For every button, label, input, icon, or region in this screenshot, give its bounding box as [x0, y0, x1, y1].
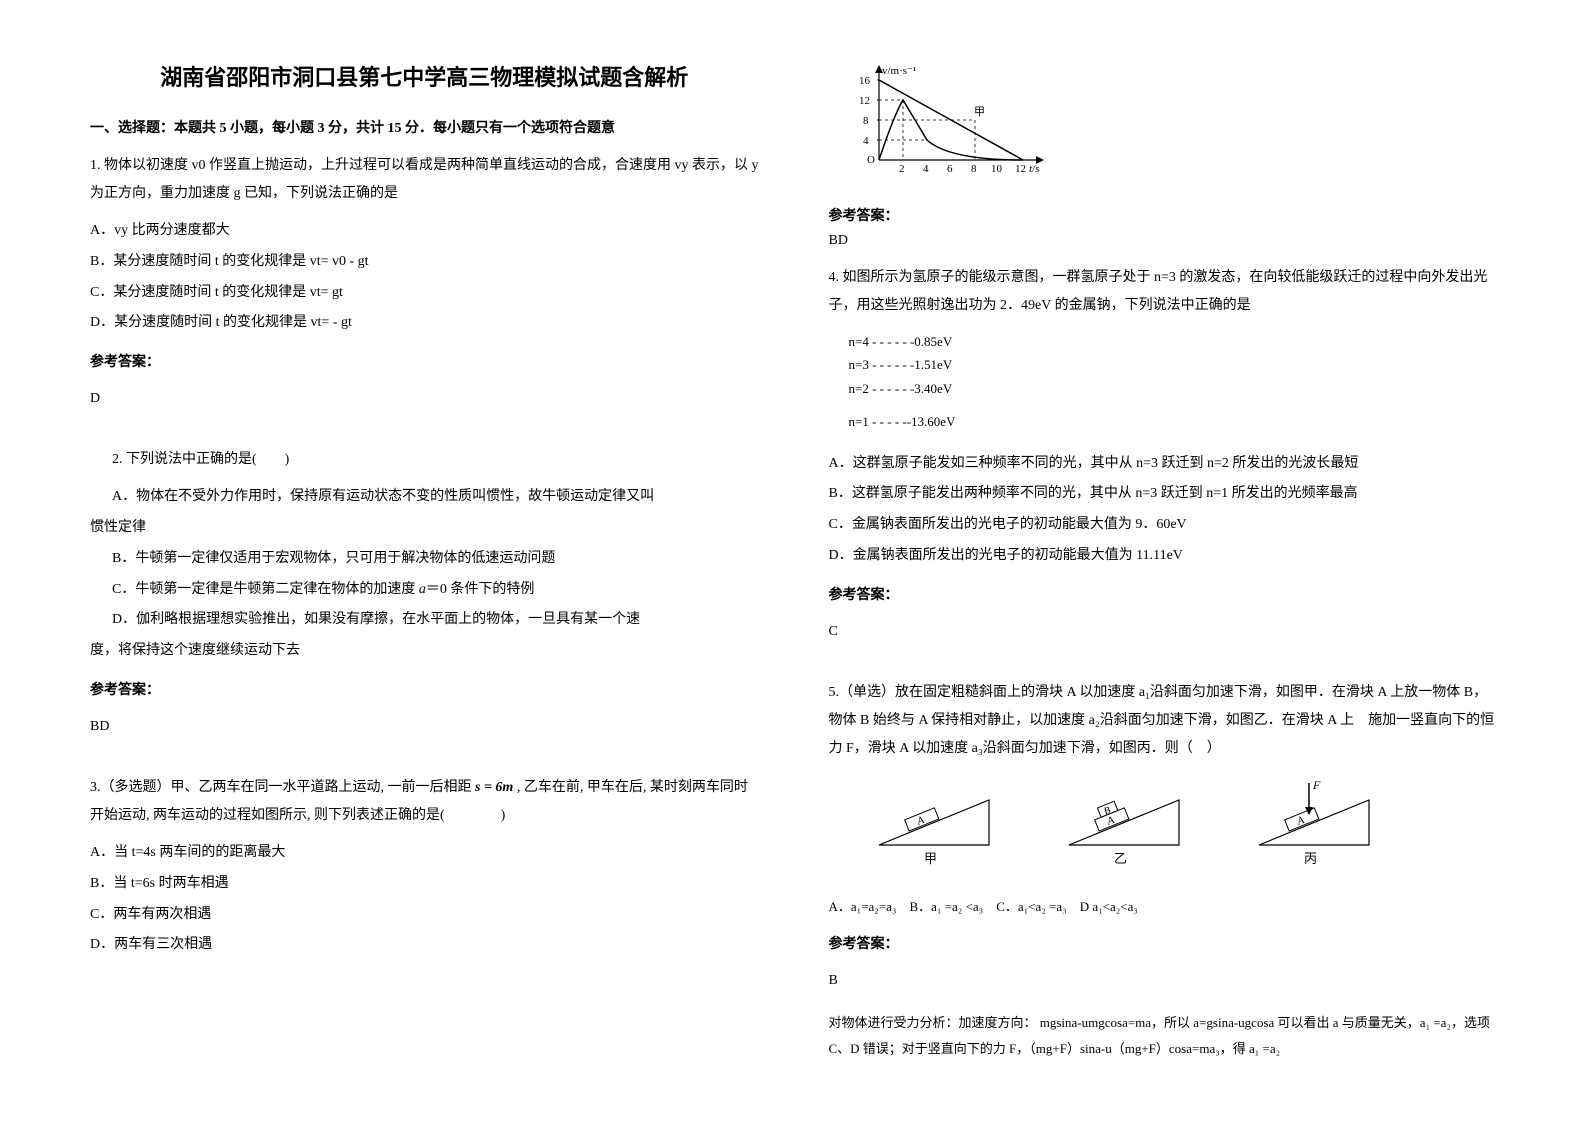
- q5-analysis: 对物体进行受力分析：加速度方向： mgsina-umgcosa=ma，所以 a=…: [829, 1010, 1498, 1062]
- q2-opt-a-1: A．物体在不受外力作用时，保持原有运动状态不变的性质叫惯性，故牛顿运动定律又叫: [90, 482, 759, 513]
- q4-opt-a: A．这群氢原子能发如三种频率不同的光，其中从 n=3 跃迁到 n=2 所发出的光…: [829, 449, 1498, 480]
- x-label: t/s: [1029, 163, 1039, 175]
- svg-text:O: O: [867, 154, 875, 166]
- q4-opt-c: C．金属钠表面所发出的光电子的初动能最大值为 9．60eV: [829, 510, 1498, 541]
- slope-svg: A 甲 A B 乙: [849, 775, 1409, 870]
- y-8: 8: [863, 115, 869, 127]
- q2-optc-a: a: [419, 582, 426, 597]
- q3-s: s = 6m: [475, 780, 513, 795]
- question-1: 1. 物体以初速度 v0 作竖直上抛运动，上升过程可以看成是两种简单直线运动的合…: [90, 152, 759, 428]
- energy-levels: n=4 - - - - - -0.85eV n=3 - - - - - -1.5…: [849, 330, 1498, 434]
- question-5: 5.（单选）放在固定粗糙斜面上的滑块 A 以加速度 a₁沿斜面匀加速下滑，如图甲…: [829, 679, 1498, 1063]
- q5-answer-label: 参考答案：: [829, 931, 1498, 959]
- label-bing: 丙: [1304, 851, 1317, 866]
- q4-answer: C: [829, 618, 1498, 646]
- y-4: 4: [863, 135, 869, 147]
- q3-answer-label: 参考答案：: [829, 205, 1498, 225]
- section-header: 一、选择题：本题共 5 小题，每小题 3 分，共计 15 分．每小题只有一个选项…: [90, 117, 759, 137]
- x-10: 10: [991, 163, 1003, 175]
- q4-options: A．这群氢原子能发如三种频率不同的光，其中从 n=3 跃迁到 n=2 所发出的光…: [829, 449, 1498, 572]
- x-12: 12: [1015, 163, 1026, 175]
- q2-text: 2. 下列说法中正确的是( ): [90, 446, 759, 474]
- graph-svg: O 4 8 12 16 2 4 6 8 10 12 v/m·s⁻¹ t/s: [849, 60, 1049, 180]
- page-container: 湖南省邵阳市洞口县第七中学高三物理模拟试题含解析 一、选择题：本题共 5 小题，…: [90, 60, 1497, 1062]
- q4-text: 4. 如图所示为氢原子的能级示意图，一群氢原子处于 n=3 的激发态，在向较低能…: [829, 264, 1498, 320]
- question-4: 4. 如图所示为氢原子的能级示意图，一群氢原子处于 n=3 的激发态，在向较低能…: [829, 264, 1498, 661]
- page-title: 湖南省邵阳市洞口县第七中学高三物理模拟试题含解析: [90, 60, 759, 92]
- q4-answer-label: 参考答案：: [829, 582, 1498, 610]
- y-label: v/m·s⁻¹: [882, 65, 916, 77]
- level-2: n=2 - - - - - -3.40eV: [849, 377, 1498, 400]
- q2-optc-p1: C．牛顿第一定律是牛顿第二定律在物体的加速度: [112, 582, 419, 597]
- x-4: 4: [923, 163, 929, 175]
- q3-t1: 3.（多选题）甲、乙两车在同一水平道路上运动, 一前一后相距: [90, 780, 475, 795]
- q3-options: A．当 t=4s 两车间的的距离最大 B．当 t=6s 时两车相遇 C．两车有两…: [90, 838, 759, 961]
- velocity-graph: O 4 8 12 16 2 4 6 8 10 12 v/m·s⁻¹ t/s: [849, 60, 1498, 185]
- q5-text: 5.（单选）放在固定粗糙斜面上的滑块 A 以加速度 a₁沿斜面匀加速下滑，如图甲…: [829, 679, 1498, 763]
- level-3: n=3 - - - - - -1.51eV: [849, 353, 1498, 376]
- q3-opt-b: B．当 t=6s 时两车相遇: [90, 869, 759, 900]
- level-1: n=1 - - - - --13.60eV: [849, 410, 1498, 433]
- series-label: 甲: [974, 106, 985, 118]
- q3-opt-c: C．两车有两次相遇: [90, 900, 759, 931]
- q2-options: A．物体在不受外力作用时，保持原有运动状态不变的性质叫惯性，故牛顿运动定律又叫 …: [90, 482, 759, 667]
- q4-opt-b: B．这群氢原子能发出两种频率不同的光，其中从 n=3 跃迁到 n=1 所发出的光…: [829, 479, 1498, 510]
- q2-opt-d-2: 度，将保持这个速度继续运动下去: [90, 636, 759, 667]
- label-B: B: [1102, 804, 1112, 816]
- q1-opt-a: A．vy 比两分速度都大: [90, 216, 759, 247]
- q5-opts: A．a₁=a₂=a₃ B．a₁ =a₂ <a₃ C．a₁<a₂ =a₃ D a₁…: [829, 893, 1498, 922]
- q2-opt-b: B．牛顿第一定律仅适用于宏观物体，只可用于解决物体的低速运动问题: [90, 544, 759, 575]
- q3-answer: BD: [829, 233, 1498, 249]
- x-6: 6: [947, 163, 953, 175]
- slope-diagram: A 甲 A B 乙: [849, 775, 1498, 881]
- q1-text: 1. 物体以初速度 v0 作竖直上抛运动，上升过程可以看成是两种简单直线运动的合…: [90, 152, 759, 208]
- q1-options: A．vy 比两分速度都大 B．某分速度随时间 t 的变化规律是 vt= v0 -…: [90, 216, 759, 339]
- q2-answer: BD: [90, 713, 759, 741]
- level-4: n=4 - - - - - -0.85eV: [849, 330, 1498, 353]
- q3-opt-a: A．当 t=4s 两车间的的距离最大: [90, 838, 759, 869]
- q2-answer-label: 参考答案：: [90, 677, 759, 705]
- x-2: 2: [899, 163, 905, 175]
- y-12: 12: [859, 95, 870, 107]
- q1-opt-d: D．某分速度随时间 t 的变化规律是 vt= - gt: [90, 308, 759, 339]
- q2-optc-p3: ＝0 条件下的特例: [426, 582, 535, 597]
- question-3: 3.（多选题）甲、乙两车在同一水平道路上运动, 一前一后相距 s = 6m , …: [90, 774, 759, 961]
- q4-opt-d: D．金属钠表面所发出的光电子的初动能最大值为 11.11eV: [829, 541, 1498, 572]
- q2-opt-d-1: D．伽利略根据理想实验推出，如果没有摩擦，在水平面上的物体，一旦具有某一个速: [90, 605, 759, 636]
- y-16: 16: [859, 75, 871, 87]
- q1-opt-b: B．某分速度随时间 t 的变化规律是 vt= v0 - gt: [90, 247, 759, 278]
- q2-opt-a-2: 惯性定律: [90, 513, 759, 544]
- q3-opt-d: D．两车有三次相遇: [90, 930, 759, 961]
- x-8: 8: [971, 163, 977, 175]
- question-2: 2. 下列说法中正确的是( ) A．物体在不受外力作用时，保持原有运动状态不变的…: [90, 446, 759, 756]
- label-F: F: [1312, 778, 1321, 792]
- q3-text: 3.（多选题）甲、乙两车在同一水平道路上运动, 一前一后相距 s = 6m , …: [90, 774, 759, 830]
- q1-opt-c: C．某分速度随时间 t 的变化规律是 vt= gt: [90, 278, 759, 309]
- left-column: 湖南省邵阳市洞口县第七中学高三物理模拟试题含解析 一、选择题：本题共 5 小题，…: [90, 60, 759, 1062]
- q5-answer: B: [829, 967, 1498, 995]
- q1-answer-label: 参考答案：: [90, 349, 759, 377]
- label-jia: 甲: [924, 851, 937, 866]
- q1-answer: D: [90, 385, 759, 413]
- q2-opt-c: C．牛顿第一定律是牛顿第二定律在物体的加速度 a＝0 条件下的特例: [90, 575, 759, 606]
- right-column: O 4 8 12 16 2 4 6 8 10 12 v/m·s⁻¹ t/s: [829, 60, 1498, 1062]
- label-yi: 乙: [1114, 851, 1127, 866]
